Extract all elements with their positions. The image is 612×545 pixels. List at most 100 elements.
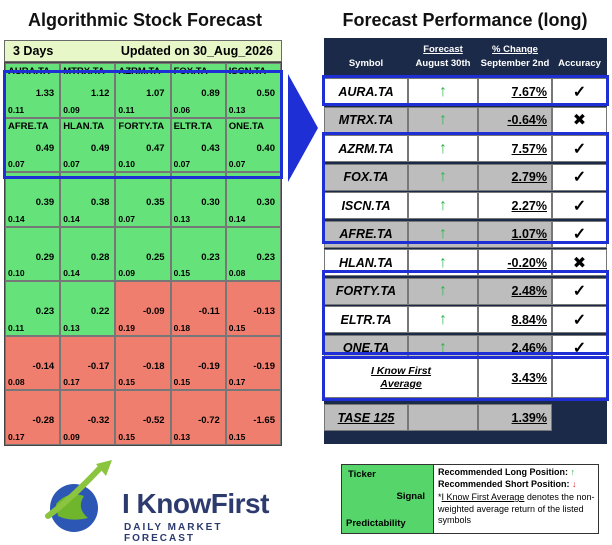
legend-predictability: Predictability — [346, 518, 406, 529]
heatmap-cell: ELTR.TA 0.43 0.07 — [170, 117, 226, 173]
heatmap-cell: -0.19 0.17 — [225, 335, 281, 391]
cell-predictability: 0.15 — [118, 377, 135, 388]
table-row: AURA.TA ↑ 7.67% ✓ — [324, 78, 607, 105]
up-arrow-icon: ↑ — [408, 192, 478, 219]
cell-predictability: 0.15 — [118, 432, 135, 442]
cell-predictability: 0.19 — [118, 322, 135, 333]
down-arrow-icon: ↓ — [572, 478, 577, 489]
legend-long-text: Recommended Long Position: — [438, 467, 569, 477]
cell-predictability: 0.13 — [228, 104, 246, 115]
heatmap-cell: -0.28 0.17 — [5, 390, 61, 445]
table-row: FORTY.TA ↑ 2.48% ✓ — [324, 277, 607, 305]
logo-name: I KnowFirst — [122, 488, 269, 519]
cell-signal: -0.32 — [87, 415, 110, 427]
heatmap-cell: AFRE.TA 0.49 0.07 — [5, 117, 61, 173]
up-arrow-icon: ↑ — [408, 135, 478, 162]
table-header: Symbol Forecast August 30th % Change Sep… — [324, 38, 607, 75]
cell-signal: -0.19 — [253, 360, 275, 372]
cell-ticker: HLAN.TA — [63, 120, 105, 132]
legend-box: Ticker Signal Predictability Recommended… — [341, 464, 599, 534]
x-mark-icon: ✖ — [552, 106, 607, 134]
header-forecast: Forecast — [423, 44, 463, 55]
cell-signal: -0.14 — [32, 360, 55, 372]
heatmap-cell: 0.23 0.08 — [225, 226, 281, 282]
heatmap-cell: 0.22 0.13 — [60, 281, 116, 336]
cell-predictability: 0.17 — [8, 432, 25, 442]
header-forecast-date: August 30th — [415, 58, 471, 69]
tase-forecast-cell — [408, 404, 478, 431]
cell-signal: 0.30 — [256, 197, 276, 209]
cell-signal: 0.38 — [90, 197, 110, 209]
tase-row: TASE 125 1.39% — [324, 404, 607, 431]
cell-ticker: FORTY.TA — [118, 120, 165, 132]
heatmap-cell: 0.30 0.13 — [170, 172, 226, 227]
check-icon: ✓ — [552, 163, 607, 191]
heatmap-cell: -0.17 0.17 — [60, 335, 116, 391]
cell-signal: 0.50 — [256, 88, 276, 99]
legend-signal: Signal — [396, 491, 425, 502]
row-symbol: FOX.TA — [324, 163, 408, 191]
cell-signal: 0.30 — [201, 197, 220, 209]
heatmap-cell: FORTY.TA 0.47 0.10 — [115, 117, 171, 173]
cell-signal: 0.23 — [256, 251, 276, 263]
cell-predictability: 0.13 — [173, 432, 191, 442]
heatmap-cell: 0.28 0.14 — [60, 226, 116, 282]
up-arrow-icon: ↑ — [408, 78, 478, 105]
cell-predictability: 0.14 — [63, 213, 80, 224]
up-arrow-icon: ↑ — [408, 277, 478, 305]
cell-signal: 0.22 — [90, 306, 110, 318]
tase-value: 1.39% — [478, 404, 552, 431]
heatmap-cell: -0.13 0.15 — [225, 281, 281, 336]
row-symbol: AURA.TA — [324, 78, 408, 105]
cell-signal: 0.43 — [201, 142, 220, 154]
cell-predictability: 0.08 — [228, 268, 246, 279]
cell-predictability: 0.08 — [8, 377, 25, 388]
heatmap-cell: 0.23 0.11 — [5, 281, 61, 336]
up-arrow-icon: ↑ — [408, 163, 478, 191]
heatmap-cell: -1.65 0.15 — [225, 390, 281, 445]
cell-predictability: 0.09 — [63, 432, 80, 442]
row-change: -0.64% — [478, 106, 552, 134]
average-label-1: I Know First — [370, 365, 432, 377]
heatmap-cell: -0.72 0.13 — [170, 390, 226, 445]
heatmap-cell: -0.18 0.15 — [115, 335, 171, 391]
cell-signal: 0.89 — [201, 88, 220, 99]
heatmap-cell: ONE.TA 0.40 0.07 — [225, 117, 281, 173]
header-change: % Change — [492, 44, 538, 55]
cell-predictability: 0.11 — [8, 104, 25, 115]
legend-avg-desc: denotes the non-weighted average return … — [438, 492, 595, 525]
legend-avg-prefix: * — [438, 492, 442, 502]
cell-predictability: 0.10 — [8, 268, 25, 279]
updated-label: Updated on 30_Aug_2026 — [120, 44, 273, 58]
cell-predictability: 0.09 — [118, 268, 135, 279]
forecast-header-bar: 3 Days Updated on 30_Aug_2026 — [4, 40, 282, 62]
cell-signal: -0.11 — [198, 306, 220, 318]
legend-ticker: Ticker — [348, 469, 376, 480]
right-title: Forecast Performance (long) — [342, 10, 588, 30]
tase-label: TASE 125 — [324, 404, 408, 431]
cell-signal: -0.09 — [142, 306, 165, 318]
cell-signal: -0.18 — [142, 360, 165, 372]
company-logo: I KnowFirst DAILY MARKET FORECAST — [40, 460, 280, 544]
cell-predictability: 0.09 — [63, 104, 80, 115]
row-symbol: FORTY.TA — [324, 277, 408, 305]
performance-table: Symbol Forecast August 30th % Change Sep… — [322, 38, 609, 444]
check-icon: ✓ — [552, 306, 607, 333]
row-change: 8.84% — [478, 306, 552, 333]
check-icon: ✓ — [552, 78, 607, 105]
cell-signal: -0.13 — [253, 306, 275, 318]
heatmap-cell: -0.14 0.08 — [5, 335, 61, 391]
cell-signal: 1.12 — [90, 88, 110, 99]
cell-signal: 0.29 — [35, 251, 55, 263]
header-change-date: September 2nd — [480, 58, 550, 69]
highlight-box-average — [322, 356, 609, 401]
cell-predictability: 0.07 — [8, 159, 25, 170]
cell-predictability: 0.07 — [228, 159, 246, 170]
row-change: 2.79% — [478, 163, 552, 191]
cell-signal: 0.40 — [256, 142, 276, 154]
row-change: 7.67% — [478, 78, 552, 105]
row-symbol: AZRM.TA — [324, 135, 408, 162]
up-arrow-icon: ↑ — [570, 467, 576, 477]
row-change: 2.27% — [478, 192, 552, 219]
cell-signal: 0.23 — [201, 251, 220, 263]
